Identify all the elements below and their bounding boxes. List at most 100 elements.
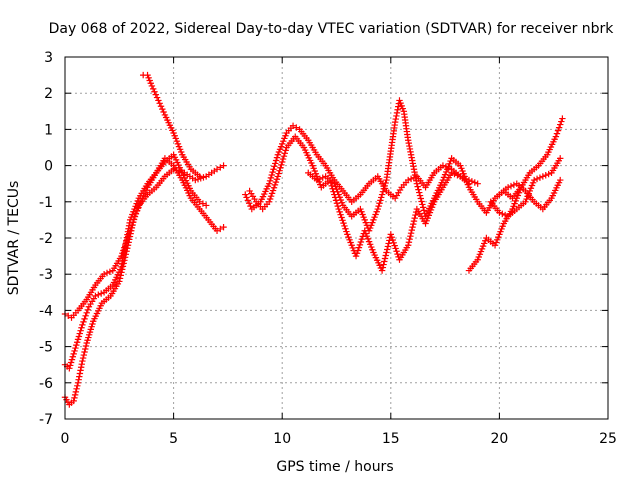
y-tick-label: -7: [39, 412, 53, 428]
y-tick-label: -3: [39, 267, 53, 283]
data-point: [407, 175, 415, 183]
series-track-d: [139, 71, 203, 180]
data-point: [279, 158, 286, 166]
data-point: [378, 267, 386, 274]
data-point: [338, 214, 345, 221]
data-point: [381, 258, 388, 265]
data-point: [73, 339, 81, 346]
data-point: [73, 341, 80, 349]
data-point: [217, 164, 224, 171]
data-point: [552, 133, 560, 140]
data-point: [125, 239, 132, 246]
data-point: [75, 333, 83, 340]
data-point: [202, 202, 210, 209]
data-point: [395, 103, 402, 110]
data-point: [394, 250, 401, 258]
data-point: [270, 184, 278, 191]
data-point: [381, 182, 388, 190]
data-point: [66, 365, 73, 372]
data-point: [341, 222, 348, 230]
data-point: [133, 207, 141, 214]
data-point: [418, 198, 425, 205]
data-point: [378, 194, 385, 201]
data-point: [268, 190, 276, 197]
data-point: [384, 243, 392, 250]
data-point: [73, 385, 80, 393]
data-point: [342, 225, 349, 232]
data-point: [474, 180, 481, 187]
data-point: [374, 205, 381, 213]
data-point: [278, 161, 285, 169]
data-point: [121, 257, 128, 264]
data-point: [79, 321, 86, 329]
data-point: [120, 260, 127, 267]
data-point: [279, 155, 287, 163]
data-point: [274, 173, 282, 180]
data-point: [67, 359, 75, 366]
data-point: [132, 210, 140, 217]
data-point: [116, 278, 123, 285]
data-point: [143, 187, 150, 194]
data-point: [419, 201, 426, 208]
data-point: [354, 247, 362, 254]
data-point: [70, 397, 77, 405]
data-point: [76, 370, 84, 377]
data-point: [378, 191, 386, 198]
data-point: [117, 272, 124, 279]
data-point: [383, 249, 390, 256]
data-point: [336, 208, 343, 216]
y-tick-label: -1: [39, 195, 53, 211]
data-point: [380, 261, 387, 268]
data-point: [393, 248, 400, 255]
data-point: [130, 218, 137, 226]
data-point: [118, 269, 125, 276]
data-point: [533, 175, 541, 183]
data-point: [391, 118, 399, 126]
data-point: [289, 122, 297, 129]
data-point: [118, 266, 126, 273]
data-point: [213, 227, 221, 234]
data-point: [554, 127, 562, 134]
data-point: [128, 227, 135, 234]
series-track-i: [487, 155, 564, 220]
data-point: [553, 130, 561, 137]
data-point: [82, 345, 89, 353]
data-point: [530, 176, 538, 184]
data-point: [220, 162, 227, 169]
data-point: [539, 173, 547, 180]
series-track-c: [61, 155, 227, 408]
data-point: [137, 198, 145, 205]
data-point: [79, 357, 86, 365]
data-point: [196, 173, 203, 180]
data-point: [77, 327, 84, 334]
data-point: [391, 242, 398, 249]
data-point: [542, 172, 549, 179]
chart-title: Day 068 of 2022, Sidereal Day-to-day VTE…: [49, 21, 615, 37]
data-point: [420, 207, 428, 214]
series-track-j: [496, 176, 564, 213]
data-point: [557, 155, 564, 162]
data-point: [277, 164, 284, 171]
data-point: [98, 290, 105, 297]
data-point: [358, 236, 366, 243]
data-point: [409, 223, 416, 231]
data-point: [471, 179, 478, 186]
data-point: [272, 157, 280, 164]
data-point: [268, 171, 275, 179]
data-point: [389, 236, 396, 244]
data-point: [157, 103, 165, 110]
data-point: [275, 170, 282, 177]
data-point: [71, 347, 78, 355]
x-tick-label: 15: [382, 431, 400, 447]
data-point: [379, 264, 387, 271]
data-point: [81, 348, 88, 356]
series-track-h: [465, 115, 566, 274]
data-point: [266, 195, 274, 203]
data-point: [558, 118, 565, 125]
data-point: [72, 344, 79, 352]
data-point: [388, 233, 395, 241]
data-point: [136, 201, 143, 208]
data-point: [451, 170, 458, 178]
data-point: [69, 353, 77, 360]
